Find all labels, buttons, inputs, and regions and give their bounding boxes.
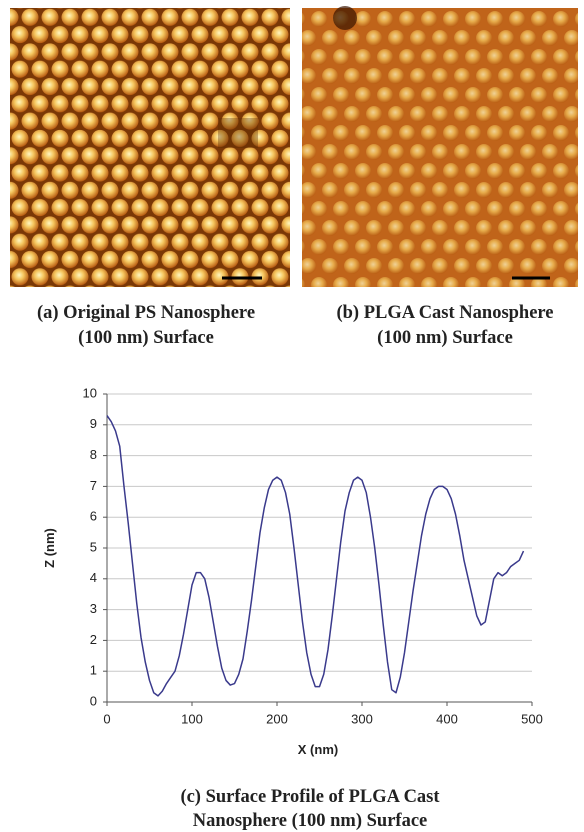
defect (333, 6, 357, 30)
y-tick-label: 10 (83, 385, 97, 400)
y-tick-label: 0 (90, 693, 97, 708)
x-tick-label: 400 (436, 711, 458, 726)
defect (218, 118, 258, 148)
caption-a: (100 nm) Surface (78, 328, 214, 348)
x-tick-label: 500 (521, 711, 543, 726)
y-axis-label: Z (nm) (42, 528, 57, 568)
afm-image-a (10, 8, 290, 287)
x-axis-label: X (nm) (298, 742, 338, 757)
line (106, 415, 525, 697)
x-tick-label: 200 (266, 711, 288, 726)
x-tick-label: 300 (351, 711, 373, 726)
y-tick-label: 6 (90, 509, 97, 524)
y-tick-label: 5 (90, 539, 97, 554)
caption-a: (a) Original PS Nanosphere (37, 303, 255, 323)
y-tick-label: 1 (90, 663, 97, 678)
x-tick-label: 0 (103, 711, 110, 726)
y-tick-label: 3 (90, 601, 97, 616)
afm-image-b (302, 8, 578, 287)
caption-c: (c) Surface Profile of PLGA Cast (180, 787, 440, 807)
y-tick-label: 2 (90, 632, 97, 647)
x-tick-label: 100 (181, 711, 203, 726)
y-tick-label: 7 (90, 478, 97, 493)
caption-b: (b) PLGA Cast Nanosphere (336, 303, 553, 323)
caption-c: Nanosphere (100 nm) Surface (193, 811, 428, 831)
y-tick-label: 4 (90, 570, 97, 585)
y-tick-label: 8 (90, 447, 97, 462)
caption-b: (100 nm) Surface (377, 328, 513, 348)
y-tick-label: 9 (90, 416, 97, 431)
